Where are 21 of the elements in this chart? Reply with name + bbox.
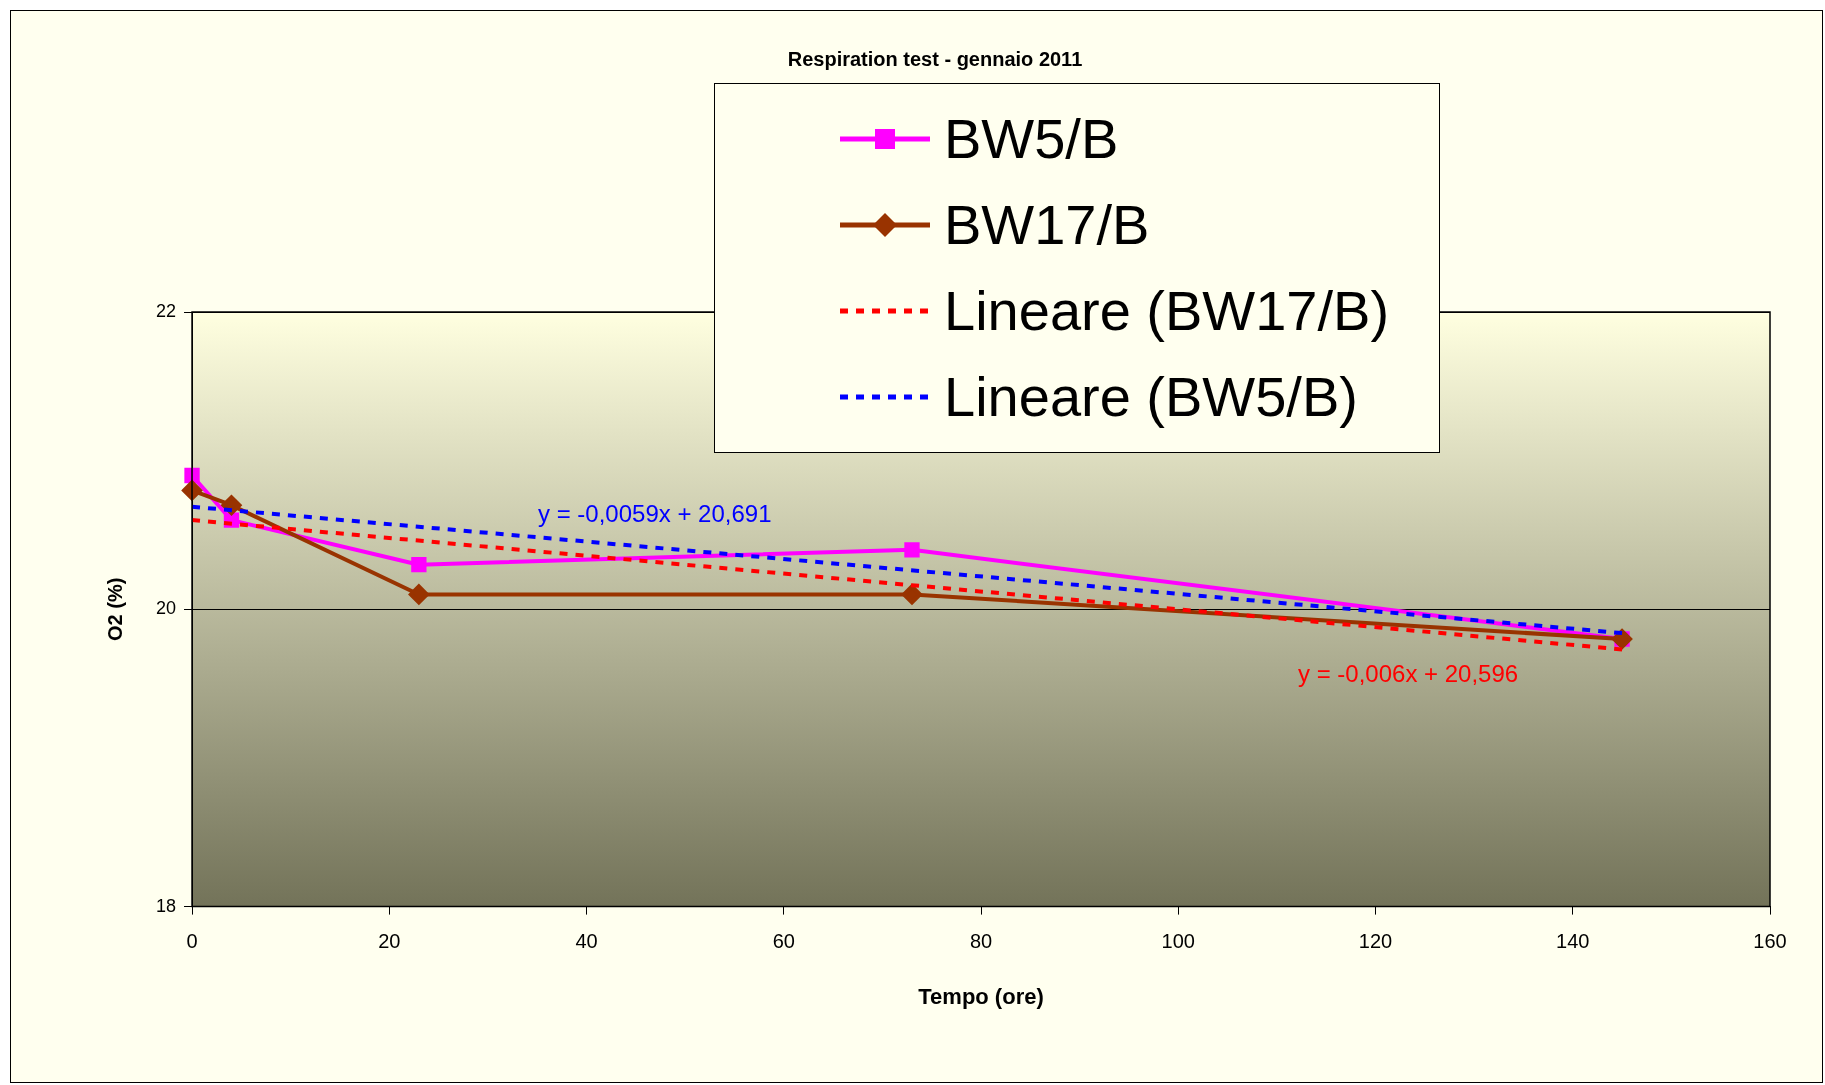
y-tick-label: 18 xyxy=(155,895,177,916)
x-tick-label: 100 xyxy=(1161,930,1195,953)
chart-title: Respiration test - gennaio 2011 xyxy=(787,47,1083,70)
x-tick-label: 80 xyxy=(969,930,993,953)
legend-label: Lineare (BW5/B) xyxy=(944,364,1358,430)
y-axis-title: O2 (%) xyxy=(103,577,126,641)
legend-label: BW17/B xyxy=(944,192,1150,258)
x-tick-label: 40 xyxy=(575,930,598,953)
x-tick-label: 60 xyxy=(772,930,795,953)
x-tick-label: 140 xyxy=(1556,930,1590,953)
x-tick-label: 160 xyxy=(1753,930,1787,953)
x-tick-label: 0 xyxy=(186,930,198,953)
y-tick-label: 20 xyxy=(155,598,177,619)
x-tick-label: 20 xyxy=(378,930,401,953)
annotation: y = -0,0059x + 20,691 xyxy=(538,500,772,528)
y-tick-label: 22 xyxy=(155,300,177,321)
annotation: y = -0,006x + 20,596 xyxy=(1298,660,1519,688)
x-axis-title: Tempo (ore) xyxy=(918,983,1044,1009)
legend-label: BW5/B xyxy=(944,106,1119,172)
x-tick-label: 120 xyxy=(1358,930,1393,953)
legend-label: Lineare (BW17/B) xyxy=(944,278,1390,344)
